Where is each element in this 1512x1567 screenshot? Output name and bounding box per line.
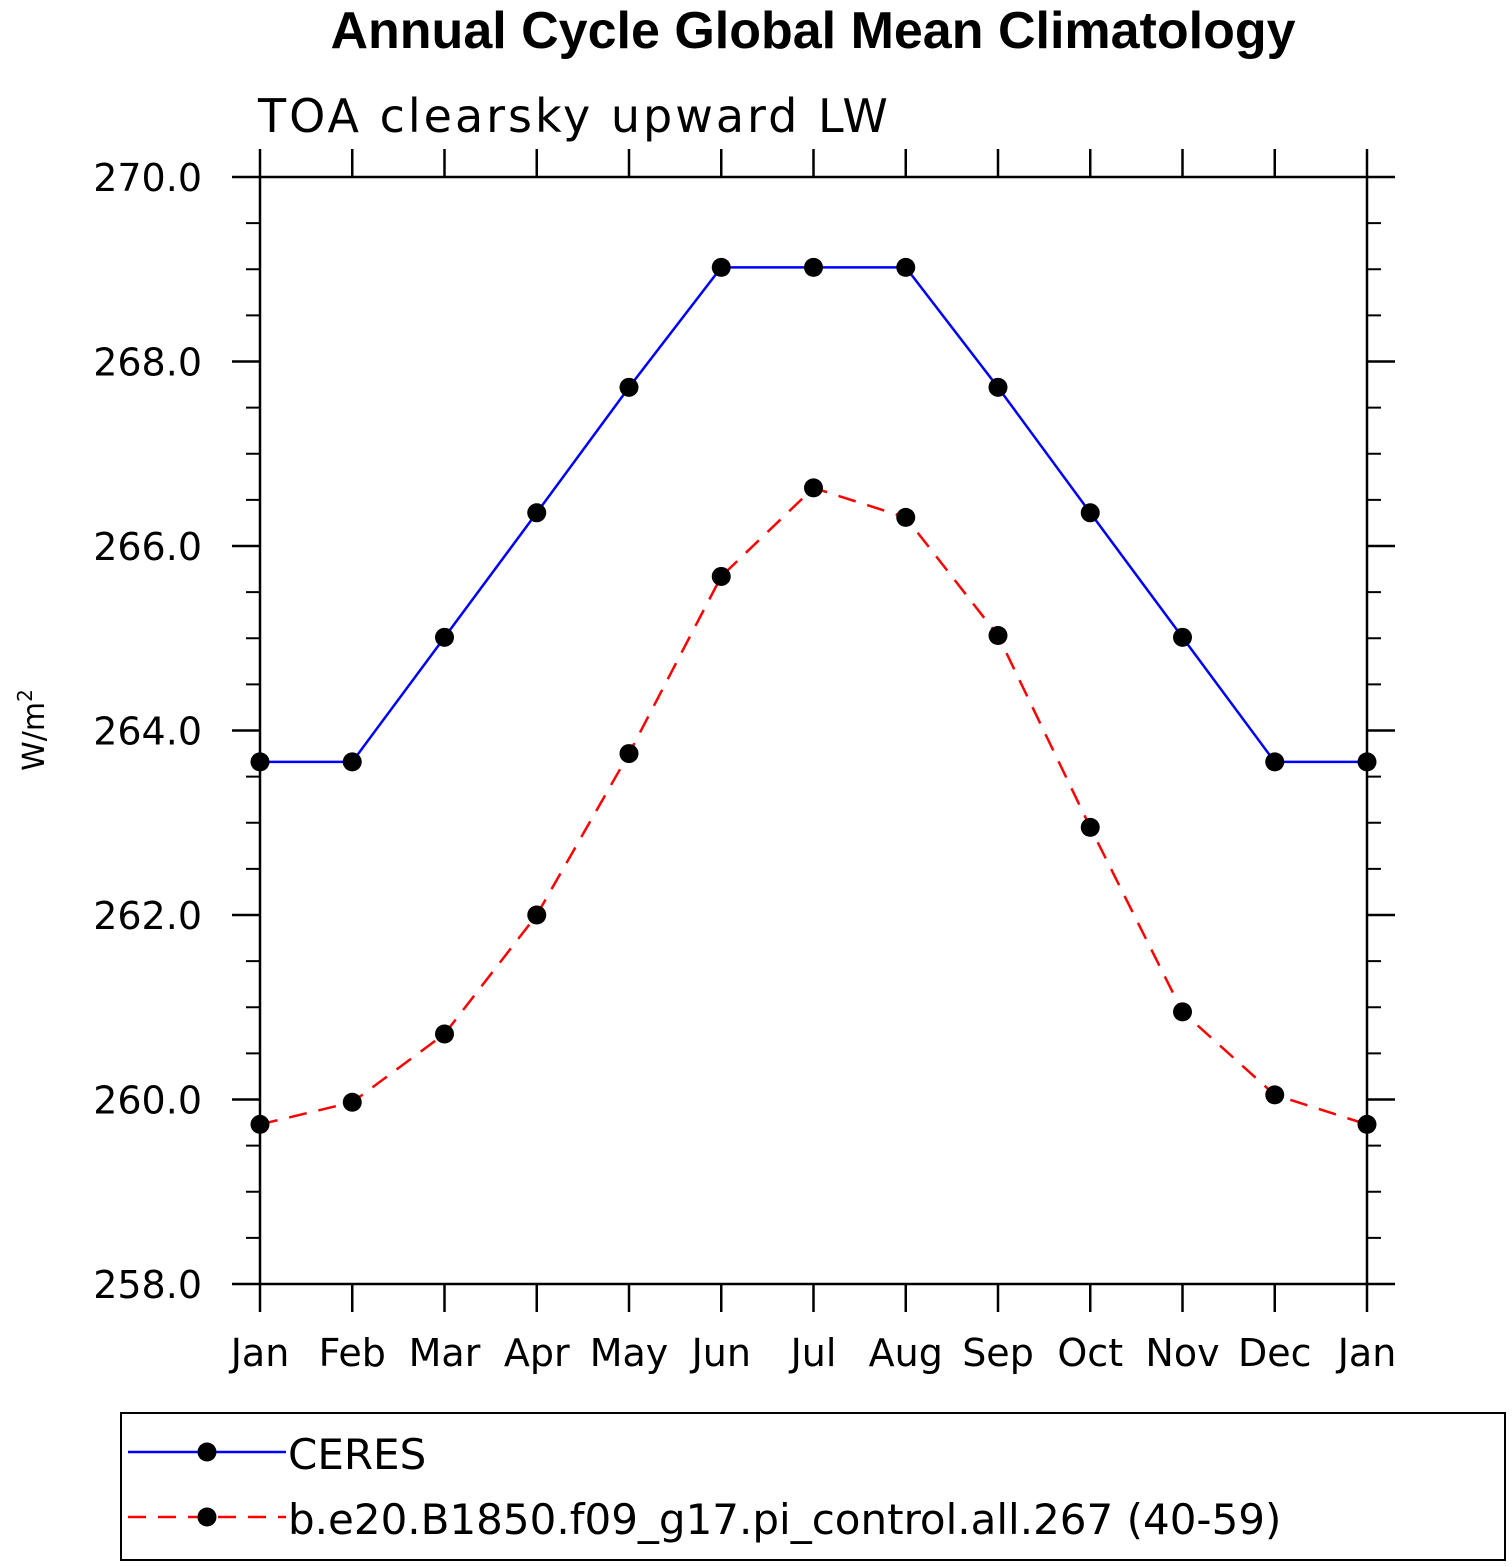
x-tick-label: Aug — [869, 1331, 943, 1375]
plot-frame — [258, 175, 1369, 1286]
y-tick-label: 270.0 — [93, 156, 202, 200]
legend: CERES b.e20.B1850.f09_g17.pi_control.all… — [120, 1412, 1506, 1561]
data-point-0 — [1080, 503, 1100, 523]
data-point-0 — [1173, 627, 1192, 647]
legend-box — [120, 1412, 1506, 1561]
data-point-1 — [342, 1092, 362, 1112]
x-tick-label: Mar — [409, 1331, 481, 1375]
x-tick-label: Nov — [1145, 1331, 1219, 1375]
y-tick-label: 258.0 — [93, 1263, 202, 1307]
data-point-0 — [435, 627, 454, 647]
y-tick-label: 268.0 — [93, 341, 202, 385]
y-tick-label: 266.0 — [93, 525, 202, 569]
chart-title: Annual Cycle Global Mean Climatology — [330, 2, 1295, 60]
x-tick-label: Feb — [319, 1331, 386, 1375]
data-point-0 — [619, 377, 639, 397]
data-point-1 — [1173, 1002, 1192, 1022]
y-tick-label: 260.0 — [93, 1079, 202, 1123]
legend-marker-model — [197, 1507, 217, 1527]
data-point-1 — [711, 566, 731, 586]
x-tick-label: Oct — [1057, 1331, 1123, 1375]
data-point-0 — [527, 503, 547, 523]
x-tick-label: Dec — [1238, 1331, 1312, 1375]
x-tick-label: Jul — [789, 1331, 837, 1375]
tick-labels: Jan Feb Mar Apr May Jun Jul Aug Sep Oct Nov Dec Jan 2… — [93, 156, 1396, 1375]
legend-label-ceres: CERES — [288, 1430, 426, 1479]
y-axis-label: W/m2 — [13, 689, 52, 771]
data-point-0 — [1265, 752, 1285, 772]
x-tick-label: Jan — [229, 1331, 290, 1375]
series-line-0 — [260, 266, 1367, 764]
series-line-1 — [259, 486, 1368, 1126]
y-tick-label: 264.0 — [93, 710, 202, 754]
axis-ticks — [232, 149, 1395, 1312]
data-point-1 — [435, 1024, 454, 1044]
data-point-1 — [1080, 817, 1100, 837]
x-tick-label: Jan — [1336, 1331, 1397, 1375]
x-tick-label: May — [590, 1331, 669, 1375]
x-tick-label: Jun — [690, 1331, 751, 1375]
data-point-0 — [342, 752, 362, 772]
data-point-1 — [1265, 1085, 1285, 1105]
chart-subtitle: TOA clearsky upward LW — [257, 89, 891, 143]
data-point-1 — [988, 625, 1008, 645]
legend-label-model: b.e20.B1850.f09_g17.pi_control.all.267 (… — [288, 1495, 1281, 1544]
data-point-0 — [896, 257, 916, 277]
data-point-0 — [804, 257, 823, 277]
data-point-0 — [988, 377, 1008, 397]
legend-marker-ceres — [197, 1442, 217, 1462]
data-point-1 — [527, 905, 547, 925]
y-tick-label: 262.0 — [93, 894, 202, 938]
data-point-1 — [896, 507, 916, 527]
x-tick-label: Apr — [504, 1331, 570, 1375]
data-point-1 — [619, 744, 639, 764]
data-point-0 — [711, 257, 731, 277]
x-tick-label: Sep — [962, 1331, 1034, 1375]
series-layer — [250, 257, 1377, 1134]
data-point-1 — [804, 478, 823, 498]
